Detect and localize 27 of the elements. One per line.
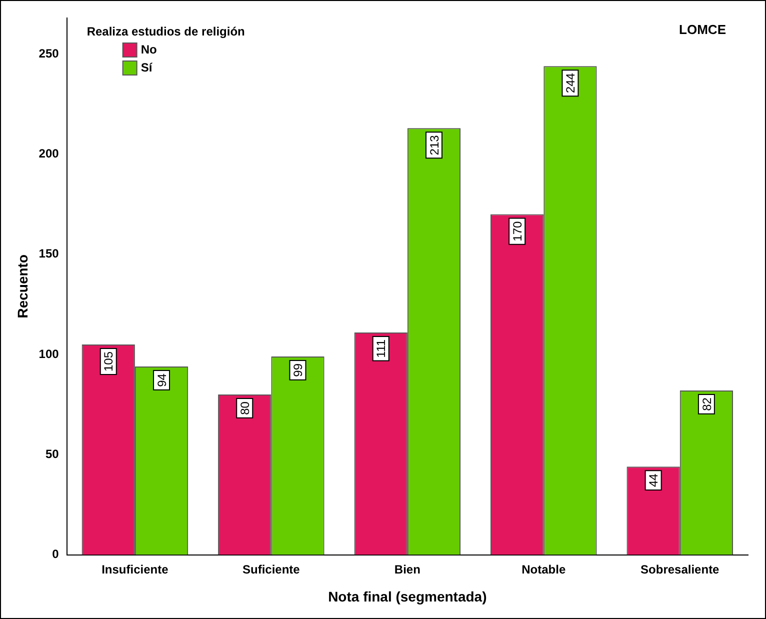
legend-title: Realiza estudios de religión xyxy=(86,24,245,38)
data-label: 244 xyxy=(564,72,578,94)
data-label: 213 xyxy=(427,134,442,156)
data-label: 80 xyxy=(238,401,252,415)
y-tick-label: 250 xyxy=(38,46,60,60)
x-tick-label: Sobresaliente xyxy=(640,562,720,576)
data-label: 99 xyxy=(291,363,306,377)
data-label: 111 xyxy=(374,339,388,358)
annotation: LOMCE xyxy=(679,22,726,38)
data-label: 94 xyxy=(154,373,169,387)
y-tick-label: 200 xyxy=(38,146,60,161)
x-axis-title: Nota final (segmentada) xyxy=(328,588,487,604)
x-tick-label: Notable xyxy=(522,562,566,576)
y-tick-label: 150 xyxy=(38,246,60,261)
legend-label: No xyxy=(140,42,157,56)
x-tick-label: Insuficiente xyxy=(102,562,169,576)
data-label: 82 xyxy=(700,397,714,411)
data-label: 44 xyxy=(646,473,661,488)
y-tick-label: 100 xyxy=(38,346,60,361)
x-tick-label: Suficiente xyxy=(242,562,300,576)
x-tick-label: Bien xyxy=(394,562,420,576)
y-axis-title: Recuento xyxy=(14,254,30,318)
legend-label: Sí xyxy=(140,60,153,74)
y-tick-label: 50 xyxy=(45,446,60,461)
y-tick-label: 0 xyxy=(52,547,60,562)
data-label: 105 xyxy=(102,351,116,372)
data-label: 170 xyxy=(510,220,524,242)
